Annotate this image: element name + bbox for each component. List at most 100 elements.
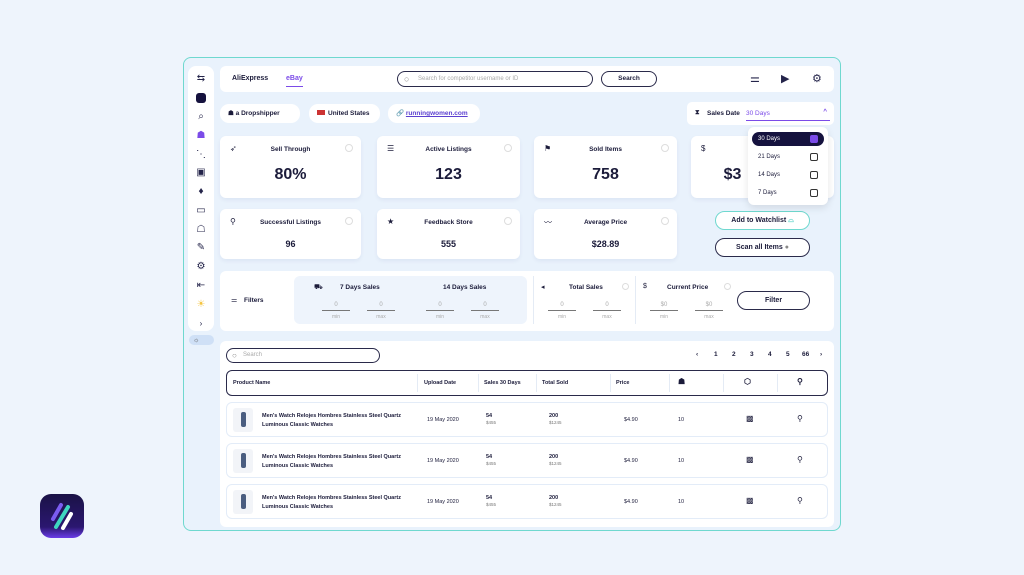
magnify-icon[interactable]: ⚲ xyxy=(797,414,803,423)
help-icon[interactable] xyxy=(724,283,731,290)
page-2[interactable]: 2 xyxy=(732,351,736,358)
dollar-icon: $ xyxy=(643,283,647,290)
table-row[interactable]: Men's Watch Relojes Hombres Stainless St… xyxy=(226,443,828,478)
page-1[interactable]: 1 xyxy=(714,351,718,358)
option-30-days[interactable]: 30 Days xyxy=(752,132,824,146)
filter-bar: ⚌ Filters ⛟ 7 Days Sales 0 min 0 max 14 … xyxy=(220,271,834,331)
page-4[interactable]: 4 xyxy=(768,351,772,358)
pin-icon: ⚲ xyxy=(230,217,236,226)
sold-items-card: ⚑ Sold Items 758 xyxy=(534,136,677,198)
checkbox-icon[interactable] xyxy=(810,171,818,179)
package-icon[interactable]: ▩ xyxy=(746,414,754,423)
total-sales-filter: ◂ Total Sales 0 min 0 max xyxy=(533,276,633,324)
logout-icon[interactable]: ⇤ xyxy=(196,279,206,291)
theme-toggle[interactable]: ☼ xyxy=(189,335,214,345)
gear-icon[interactable]: ⚙ xyxy=(812,73,822,85)
video-icon[interactable]: ▶ xyxy=(781,73,790,85)
page-5[interactable]: 5 xyxy=(786,351,790,358)
current-price-filter: $ Current Price $0 min $0 max xyxy=(635,276,735,324)
package-icon[interactable]: ▩ xyxy=(746,496,754,505)
stripes-icon xyxy=(51,503,73,530)
magnify-icon[interactable]: ⚲ xyxy=(797,496,803,505)
search-button[interactable]: Search xyxy=(601,71,657,87)
active-listings-card: ☰ Active Listings 123 xyxy=(377,136,520,198)
megaphone-icon: ◂ xyxy=(541,284,545,291)
14d-max-input[interactable]: 0 xyxy=(471,302,499,311)
trend-icon: 〰 xyxy=(544,218,552,227)
tab-aliexpress[interactable]: AliExpress xyxy=(232,75,269,82)
checkbox-icon[interactable] xyxy=(810,135,818,143)
scan-all-items-button[interactable]: Scan all Items ● xyxy=(715,238,810,257)
sold-icon: ⚑ xyxy=(544,144,552,153)
user-icon: ☗ a xyxy=(228,110,242,117)
sidebar: ⇆ ⌕ ☗ ⋱ ▣ ♦ ▭ ☖ ✎ ⚙ ⇤ ☀ › xyxy=(188,66,214,331)
next-page-button[interactable]: › xyxy=(820,351,823,358)
store-link-chip[interactable]: 🔗 runningwomen.com xyxy=(388,104,480,123)
help-icon[interactable] xyxy=(622,283,629,290)
product-thumbnail xyxy=(233,408,253,432)
prev-page-button[interactable]: ‹ xyxy=(696,351,699,358)
magnify-icon[interactable]: ⚲ xyxy=(797,377,803,386)
option-21-days[interactable]: 21 Days xyxy=(752,150,824,164)
diamond-icon[interactable]: ♦ xyxy=(198,186,204,198)
add-to-watchlist-button[interactable]: Add to Watchlist ⌓ xyxy=(715,211,810,230)
table-row[interactable]: Men's Watch Relojes Hombres Stainless St… xyxy=(226,402,828,437)
table-search-input[interactable]: ○ Search xyxy=(226,348,380,363)
price-max-input[interactable]: $0 xyxy=(695,302,723,311)
sliders-icon[interactable]: ⚌ xyxy=(750,73,760,85)
top-bar: AliExpress eBay ○ Search for competitor … xyxy=(220,66,834,92)
filter-button[interactable]: Filter xyxy=(737,291,810,310)
search-icon: ○ xyxy=(232,351,237,360)
sun-icon[interactable]: ☀ xyxy=(196,298,206,310)
tray-icon: ⌓ xyxy=(788,217,794,224)
page-66[interactable]: 66 xyxy=(802,351,810,358)
spy-icon[interactable]: ☗ xyxy=(196,129,206,141)
tab-ebay[interactable]: eBay xyxy=(286,75,303,87)
product-thumbnail xyxy=(233,449,253,473)
us-flag-icon xyxy=(317,110,325,115)
7d-min-input[interactable]: 0 xyxy=(322,302,350,311)
option-14-days[interactable]: 14 Days xyxy=(752,168,824,182)
competitors-icon[interactable]: ☗ xyxy=(678,377,686,386)
14d-min-input[interactable]: 0 xyxy=(426,302,454,311)
table-row[interactable]: Men's Watch Relojes Hombres Stainless St… xyxy=(226,484,828,519)
competitor-search-input[interactable]: ○ Search for competitor username or ID xyxy=(397,71,593,87)
page-3[interactable]: 3 xyxy=(750,351,754,358)
cart-icon: ⛟ xyxy=(314,284,323,291)
sales-date-select[interactable]: ⧗ Sales Date 30 Days ^ xyxy=(687,102,834,125)
tools-icon[interactable]: ✎ xyxy=(196,242,206,254)
frame-icon[interactable]: ▣ xyxy=(196,167,206,179)
browser-icon[interactable]: ▭ xyxy=(196,204,206,216)
total-max-input[interactable]: 0 xyxy=(593,302,621,311)
help-icon[interactable] xyxy=(345,144,353,152)
package-icon[interactable]: ▩ xyxy=(746,455,754,464)
sell-through-card: ➶ Sell Through 80% xyxy=(220,136,361,198)
help-icon[interactable] xyxy=(345,217,353,225)
help-icon[interactable] xyxy=(504,217,512,225)
compare-icon[interactable]: ⇆ xyxy=(196,73,206,85)
network-icon[interactable]: ⋱ xyxy=(196,148,206,160)
checkbox-icon[interactable] xyxy=(810,153,818,161)
help-icon[interactable] xyxy=(661,144,669,152)
filter-icon: ⚌ xyxy=(231,297,238,304)
search-icon: ○ xyxy=(404,74,410,84)
academy-icon[interactable]: ☖ xyxy=(196,223,206,235)
price-min-input[interactable]: $0 xyxy=(650,302,678,311)
option-7-days[interactable]: 7 Days xyxy=(752,186,824,200)
brand-logo xyxy=(40,494,84,538)
help-icon[interactable] xyxy=(504,144,512,152)
feedback-store-card: ★ Feedback Store 555 xyxy=(377,209,520,259)
magnify-icon[interactable]: ⚲ xyxy=(797,455,803,464)
help-icon[interactable] xyxy=(661,217,669,225)
chevron-up-icon: ^ xyxy=(823,108,827,115)
7d-max-input[interactable]: 0 xyxy=(367,302,395,311)
country-chip: United States xyxy=(309,104,380,123)
total-min-input[interactable]: 0 xyxy=(548,302,576,311)
settings-icon[interactable]: ⚙ xyxy=(196,261,206,273)
dollar-icon: $ xyxy=(701,144,706,153)
search-product-icon[interactable]: ⌕ xyxy=(198,110,204,122)
box-icon[interactable]: ⬡ xyxy=(744,377,751,386)
checkbox-icon[interactable] xyxy=(810,189,818,197)
app-logo-icon[interactable] xyxy=(193,90,209,106)
expand-chevron-icon[interactable]: › xyxy=(199,318,203,328)
